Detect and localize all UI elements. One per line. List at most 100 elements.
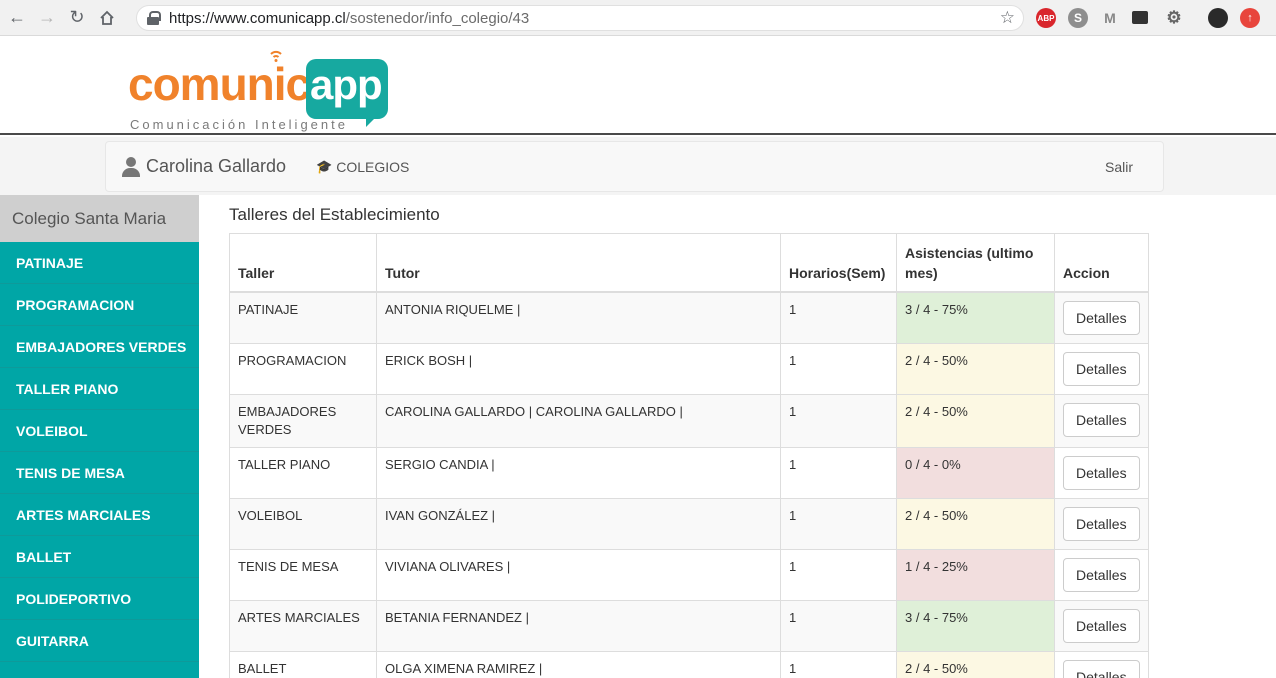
- cell-tutor: OLGA XIMENA RAMIREZ |: [376, 650, 781, 678]
- forward-icon[interactable]: →: [38, 7, 56, 27]
- cell-accion: Detalles: [1054, 548, 1149, 601]
- detalles-button[interactable]: Detalles: [1063, 455, 1140, 490]
- colegios-label: COLEGIOS: [336, 158, 410, 175]
- site-header: comunic app Comunicación Inteligente: [0, 37, 1276, 135]
- back-icon[interactable]: ←: [8, 7, 26, 27]
- cell-taller: EMBAJADORES VERDES: [229, 393, 377, 448]
- cell-horarios: 1: [780, 446, 897, 499]
- logo-app: app: [310, 61, 383, 108]
- table-row: ARTES MARCIALES BETANIA FERNANDEZ | 1 3 …: [229, 599, 1149, 652]
- avatar[interactable]: [1208, 8, 1228, 28]
- cell-asistencia: 2 / 4 - 50%: [896, 650, 1055, 678]
- user-icon: [122, 156, 140, 177]
- browser-toolbar: ← → ↻ https://www.comunicapp.cl/sostened…: [0, 0, 1276, 36]
- header-asistencias: Asistencias (ultimo mes): [896, 233, 1055, 293]
- talleres-table: Taller Tutor Horarios(Sem) Asistencias (…: [229, 233, 1149, 678]
- wifi-icon: [270, 50, 282, 62]
- cell-tutor: ERICK BOSH |: [376, 342, 781, 395]
- table-row: TALLER PIANO SERGIO CANDIA | 1 0 / 4 - 0…: [229, 446, 1149, 499]
- cell-horarios: 1: [780, 291, 897, 344]
- header-horarios: Horarios(Sem): [780, 233, 897, 293]
- sidebar-item-voleibol[interactable]: VOLEIBOL: [0, 410, 199, 452]
- logout-link[interactable]: Salir: [1104, 158, 1133, 175]
- sidebar-item-taller-piano[interactable]: TALLER PIANO: [0, 368, 199, 410]
- logo-bubble-tail: [366, 113, 380, 127]
- sidebar-item-patinaje[interactable]: PATINAJE: [0, 242, 199, 284]
- abp-icon[interactable]: ABP: [1036, 8, 1056, 28]
- detalles-button[interactable]: Detalles: [1063, 351, 1140, 386]
- cell-horarios: 1: [780, 497, 897, 550]
- detalles-button[interactable]: Detalles: [1063, 300, 1140, 335]
- header-tutor: Tutor: [376, 233, 781, 293]
- cell-taller: BALLET: [229, 650, 377, 678]
- cell-accion: Detalles: [1054, 446, 1149, 499]
- cell-asistencia: 2 / 4 - 50%: [896, 393, 1055, 448]
- gear-icon[interactable]: ⚙: [1166, 8, 1182, 27]
- logo-word: comunic: [128, 58, 311, 110]
- gmail-icon[interactable]: M: [1104, 10, 1116, 26]
- cell-tutor: IVAN GONZÁLEZ |: [376, 497, 781, 550]
- navbar: Carolina Gallardo 🎓 COLEGIOS Salir: [105, 141, 1164, 192]
- main-content: Talleres del Establecimiento Taller Tuto…: [199, 195, 1276, 678]
- cell-tutor: ANTONIA RIQUELME |: [376, 291, 781, 344]
- cell-taller: TENIS DE MESA: [229, 548, 377, 601]
- table-row: BALLET OLGA XIMENA RAMIREZ | 1 2 / 4 - 5…: [229, 650, 1149, 678]
- table-row: PATINAJE ANTONIA RIQUELME | 1 3 / 4 - 75…: [229, 291, 1149, 344]
- cell-horarios: 1: [780, 393, 897, 448]
- upload-icon[interactable]: ↑: [1240, 8, 1260, 28]
- home-icon[interactable]: [94, 5, 120, 31]
- cell-tutor: SERGIO CANDIA |: [376, 446, 781, 499]
- table-row: TENIS DE MESA VIVIANA OLIVARES | 1 1 / 4…: [229, 548, 1149, 601]
- cell-asistencia: 2 / 4 - 50%: [896, 497, 1055, 550]
- header-taller: Taller: [229, 233, 377, 293]
- logo-tagline: Comunicación Inteligente: [130, 117, 348, 132]
- cell-horarios: 1: [780, 342, 897, 395]
- detalles-button[interactable]: Detalles: [1063, 659, 1140, 678]
- bookmark-star-icon[interactable]: ☆: [999, 8, 1015, 27]
- table-header-row: Taller Tutor Horarios(Sem) Asistencias (…: [229, 233, 1149, 293]
- cell-asistencia: 1 / 4 - 25%: [896, 548, 1055, 601]
- sidebar-item-ballet[interactable]: BALLET: [0, 536, 199, 578]
- logo-bubble: [306, 59, 388, 119]
- address-bar[interactable]: https://www.comunicapp.cl/sostenedor/inf…: [136, 5, 1024, 31]
- cell-taller: VOLEIBOL: [229, 497, 377, 550]
- terminal-icon[interactable]: [1132, 11, 1148, 24]
- header-accion: Accion: [1054, 233, 1149, 293]
- sidebar-item-artes-marciales[interactable]: ARTES MARCIALES: [0, 494, 199, 536]
- cell-asistencia: 2 / 4 - 50%: [896, 342, 1055, 395]
- sidebar: Colegio Santa Maria PATINAJE PROGRAMACIO…: [0, 195, 199, 678]
- cell-accion: Detalles: [1054, 650, 1149, 678]
- colegios-link[interactable]: 🎓 COLEGIOS: [316, 159, 409, 175]
- url-path: /sostenedor/info_colegio/43: [345, 9, 530, 27]
- detalles-button[interactable]: Detalles: [1063, 608, 1140, 643]
- cell-tutor: VIVIANA OLIVARES |: [376, 548, 781, 601]
- sidebar-item-tenis-de-mesa[interactable]: TENIS DE MESA: [0, 452, 199, 494]
- cell-accion: Detalles: [1054, 393, 1149, 448]
- cell-horarios: 1: [780, 650, 897, 678]
- cell-accion: Detalles: [1054, 291, 1149, 344]
- cell-tutor: BETANIA FERNANDEZ |: [376, 599, 781, 652]
- cell-asistencia: 3 / 4 - 75%: [896, 291, 1055, 344]
- skype-icon[interactable]: S: [1068, 8, 1088, 28]
- cell-asistencia: 3 / 4 - 75%: [896, 599, 1055, 652]
- sidebar-item-embajadores-verdes[interactable]: EMBAJADORES VERDES: [0, 326, 199, 368]
- cell-taller: ARTES MARCIALES: [229, 599, 377, 652]
- user-name: Carolina Gallardo: [146, 156, 287, 176]
- sidebar-item-programacion[interactable]: PROGRAMACION: [0, 284, 199, 326]
- cell-tutor: CAROLINA GALLARDO | CAROLINA GALLARDO |: [376, 393, 781, 448]
- cell-accion: Detalles: [1054, 342, 1149, 395]
- sidebar-title: Colegio Santa Maria: [0, 195, 199, 242]
- cell-horarios: 1: [780, 599, 897, 652]
- user-menu[interactable]: Carolina Gallardo: [122, 156, 286, 177]
- cell-taller: TALLER PIANO: [229, 446, 377, 499]
- reload-icon[interactable]: ↻: [69, 7, 85, 27]
- detalles-button[interactable]: Detalles: [1063, 506, 1140, 541]
- sidebar-item-polideportivo[interactable]: POLIDEPORTIVO: [0, 578, 199, 620]
- table-row: EMBAJADORES VERDES CAROLINA GALLARDO | C…: [229, 393, 1149, 448]
- sidebar-item-guitarra[interactable]: GUITARRA: [0, 620, 199, 662]
- detalles-button[interactable]: Detalles: [1063, 557, 1140, 592]
- detalles-button[interactable]: Detalles: [1063, 402, 1140, 437]
- navbar-wrapper: Carolina Gallardo 🎓 COLEGIOS Salir: [0, 137, 1276, 195]
- cell-accion: Detalles: [1054, 497, 1149, 550]
- page-title: Talleres del Establecimiento: [229, 205, 440, 224]
